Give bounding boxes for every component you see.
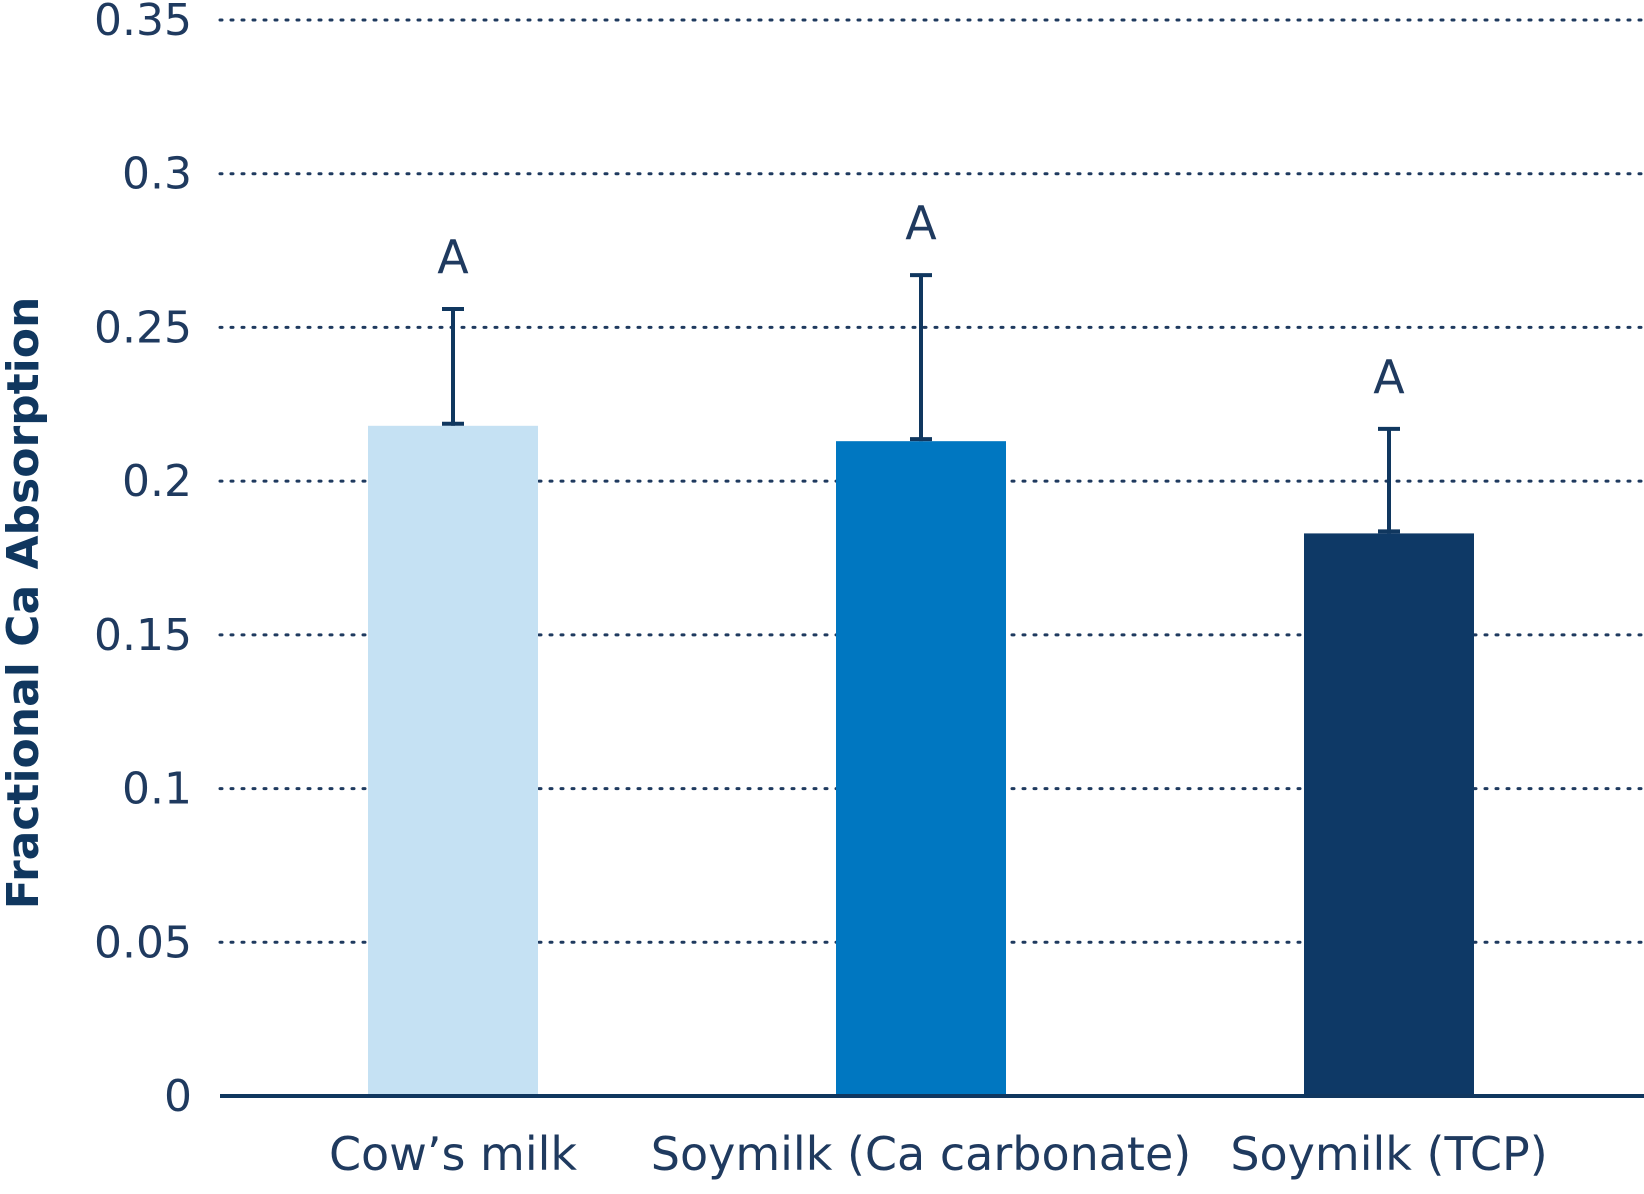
x-axis-categories: Cow’s milk Soymilk (Ca carbonate) Soymilk … (329, 1127, 1548, 1181)
bar (368, 425, 538, 1096)
bar (836, 441, 1006, 1097)
significance-labels: A A A (437, 196, 1405, 404)
y-tick-label: 0.35 (94, 0, 192, 46)
y-tick-label: 0.15 (94, 610, 192, 661)
error-bar (1378, 426, 1400, 534)
y-tick-label: 0.2 (122, 456, 192, 507)
bars (368, 425, 1474, 1097)
y-tick-label: 0 (164, 1071, 192, 1122)
error-bar (910, 273, 932, 442)
y-tick-label: 0.3 (122, 149, 192, 200)
significance-label: A (437, 230, 469, 284)
x-category-label: Soymilk (TCP) (1230, 1127, 1547, 1181)
y-tick-label: 0.25 (94, 302, 192, 353)
x-category-label: Cow’s milk (329, 1127, 577, 1181)
bar (1304, 533, 1474, 1096)
y-tick-label: 0.05 (94, 917, 192, 968)
error-bar (442, 306, 464, 426)
y-axis-title: Fractional Ca Absorption (0, 297, 49, 910)
y-tick-label: 0.1 (122, 764, 192, 815)
error-bars (442, 273, 1400, 534)
x-category-label: Soymilk (Ca carbonate) (651, 1127, 1191, 1181)
significance-label: A (905, 196, 937, 250)
significance-label: A (1373, 350, 1405, 404)
y-axis-ticks: 0 0.05 0.1 0.15 0.2 0.25 0.3 0.35 (94, 0, 192, 1122)
